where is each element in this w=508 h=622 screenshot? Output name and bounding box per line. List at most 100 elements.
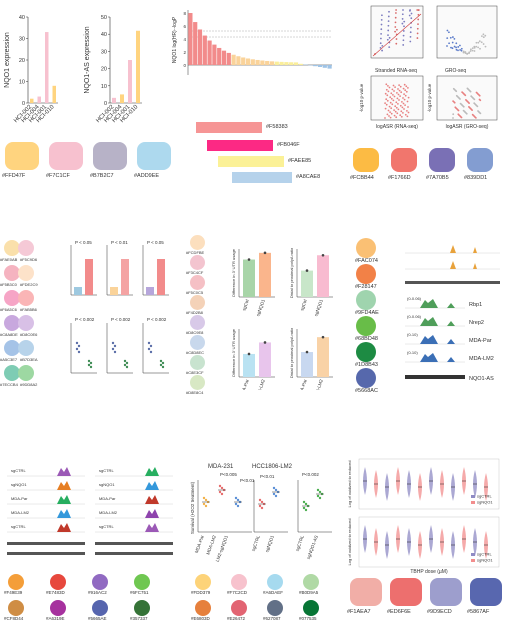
y-axis-label: Log of oxidized to reduced bbox=[347, 461, 352, 508]
scatter-point bbox=[402, 44, 405, 46]
row3-hex-label: #5867AF bbox=[467, 609, 490, 615]
scatter-point bbox=[416, 9, 419, 11]
bar bbox=[301, 270, 313, 297]
scatter-point bbox=[416, 32, 419, 35]
rna-point bbox=[403, 83, 406, 86]
x-tick-label: sgCtrl bbox=[241, 299, 250, 312]
volcano-point bbox=[468, 51, 471, 54]
gro-point bbox=[476, 105, 479, 108]
volcano-point bbox=[477, 46, 479, 49]
rna-point bbox=[389, 111, 391, 113]
row1-right-swatch bbox=[353, 148, 379, 172]
palette-dot bbox=[4, 265, 20, 281]
bright-dot bbox=[8, 600, 24, 616]
rna-point bbox=[385, 83, 388, 86]
rna-point bbox=[392, 84, 395, 87]
scatter-point bbox=[394, 26, 397, 28]
volcano-point bbox=[471, 47, 474, 50]
track-label: sgCTRL bbox=[99, 468, 114, 473]
green-hex-label: #9FD4AE bbox=[355, 310, 379, 316]
bright-hex-label: #916AC2 bbox=[88, 590, 107, 595]
pastel-dot bbox=[190, 235, 205, 250]
point bbox=[236, 498, 240, 502]
scatter-point bbox=[396, 28, 398, 31]
pastel-hex-label: #FCDFBE bbox=[186, 250, 205, 255]
rna-point bbox=[385, 98, 388, 101]
volcano-point bbox=[478, 40, 481, 43]
waterfall-bar bbox=[231, 54, 236, 65]
volcano-point bbox=[462, 50, 465, 53]
pastel-dot bbox=[190, 315, 205, 330]
point bbox=[220, 492, 224, 496]
rna-point bbox=[407, 96, 410, 99]
volcano-point bbox=[457, 46, 460, 48]
scatter-point bbox=[380, 23, 383, 26]
bar bbox=[52, 85, 56, 103]
bar bbox=[30, 98, 34, 103]
point bbox=[258, 498, 262, 502]
color-stripe bbox=[207, 140, 273, 151]
bright-dot bbox=[134, 600, 150, 616]
panel-genome-tracks: Rbp1 (0-0.06) Nrep2 (0-0.06) MDA-Par (0-10) MD… bbox=[395, 235, 505, 390]
rna-point bbox=[400, 115, 403, 118]
scatter-point bbox=[381, 14, 383, 17]
scatter-point bbox=[388, 10, 390, 13]
volcano-point bbox=[484, 45, 487, 48]
volcano-point bbox=[455, 46, 457, 49]
pastel-hex-label: #F3C4CF bbox=[186, 270, 204, 275]
scatter-point bbox=[408, 14, 411, 17]
volcano-point bbox=[457, 49, 459, 52]
scatter-point bbox=[402, 9, 404, 11]
green-dot bbox=[356, 238, 376, 258]
rna-point bbox=[388, 115, 390, 117]
bright-hex-label: #5665AE bbox=[88, 616, 107, 621]
gro-point bbox=[462, 105, 465, 108]
gro-point bbox=[459, 98, 461, 100]
p-value-label: P<0.01 bbox=[260, 474, 275, 479]
volcano-point bbox=[453, 45, 456, 48]
point bbox=[125, 361, 129, 365]
green-hex-label: #68BD48 bbox=[355, 336, 378, 342]
track-signal bbox=[145, 509, 159, 518]
rna-point bbox=[390, 112, 393, 115]
volcano-point bbox=[448, 31, 450, 34]
bright-hex-label: #A6319E bbox=[46, 616, 65, 621]
point bbox=[305, 350, 309, 354]
track-label: MDA-LM2 bbox=[469, 356, 494, 362]
gro-point bbox=[468, 102, 470, 104]
row3-hex-label: #9D9ECD bbox=[427, 609, 452, 615]
track-signal bbox=[57, 467, 71, 476]
volcano-point bbox=[448, 42, 450, 45]
gro-point bbox=[479, 112, 482, 115]
point bbox=[77, 350, 81, 354]
row3-swatch bbox=[350, 578, 382, 606]
gro-point bbox=[469, 90, 472, 93]
palette-dot bbox=[4, 340, 20, 356]
stripe-hex-label: #FB046F bbox=[277, 142, 300, 148]
volcano-point bbox=[451, 41, 454, 44]
y-tick-label: 30 bbox=[19, 37, 25, 43]
color-stripe bbox=[196, 122, 262, 133]
rna-point bbox=[394, 105, 397, 108]
row3-swatch bbox=[390, 578, 422, 606]
point bbox=[87, 359, 91, 363]
point bbox=[234, 502, 238, 506]
x-tick-label: sgNQO1 bbox=[264, 534, 275, 553]
rna-point bbox=[395, 116, 398, 119]
bar bbox=[85, 259, 93, 295]
color-stripe bbox=[232, 172, 292, 183]
panel-expression-bars: P < 0.05 P < 0.01 P < 0.05 P < 0.002 P < 0.0… bbox=[63, 235, 173, 385]
point bbox=[89, 365, 93, 369]
nqo1-expression-chart: 010203040HCI-002HCI-004HCI-001HCI-010NQO… bbox=[4, 15, 58, 124]
point bbox=[161, 361, 165, 365]
waterfall-bar bbox=[193, 22, 198, 66]
palette-dot bbox=[18, 290, 34, 306]
gene-model bbox=[95, 552, 173, 555]
rna-point bbox=[404, 104, 406, 106]
bar bbox=[301, 352, 313, 377]
gro-point bbox=[455, 90, 458, 93]
waterfall-bar bbox=[217, 47, 222, 65]
bright-dot bbox=[50, 600, 66, 616]
rna-point bbox=[392, 99, 395, 102]
point bbox=[272, 492, 276, 496]
